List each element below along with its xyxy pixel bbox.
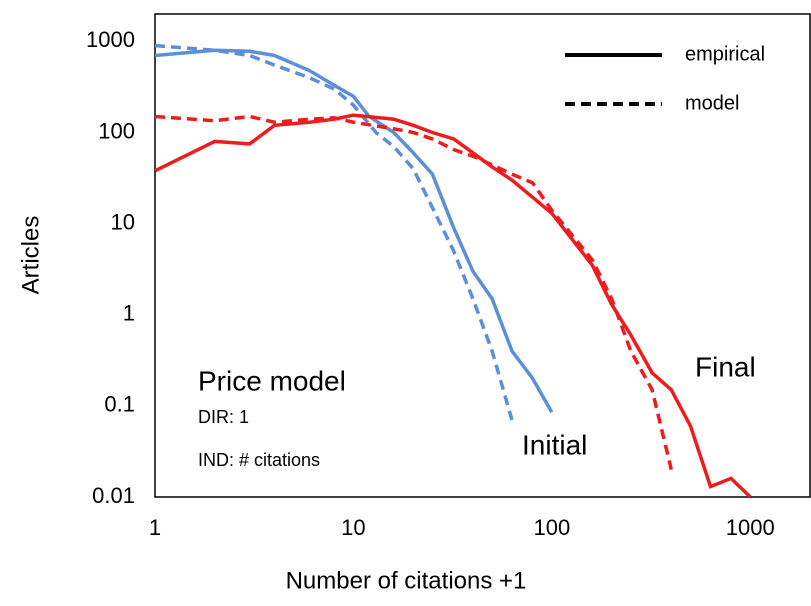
y-tick-label: 1 [123,301,135,326]
y-tick-label: 0.01 [92,483,135,508]
x-tick-label: 1000 [726,515,775,540]
annotation: Initial [522,429,587,460]
plot-lines [155,43,752,497]
annotation: IND: # citations [198,450,320,470]
y-tick-label: 0.1 [104,392,135,417]
y-axis-label: Articles [17,216,44,295]
y-tick-label: 10 [111,209,135,234]
y-tick-label: 100 [98,118,135,143]
annotation: Price model [198,365,346,396]
plot-frame [154,13,811,498]
y-tick-label: 1000 [86,27,135,52]
series-line [155,114,674,471]
annotation: DIR: 1 [198,407,249,427]
x-tick-label: 100 [533,515,570,540]
legend-label: empirical [685,43,765,65]
x-tick-label: 1 [149,515,161,540]
series-line [155,43,514,421]
x-axis-label: Number of citations +1 [286,567,527,594]
annotation: Final [695,351,756,382]
legend-label: model [685,92,739,114]
series-line [155,113,752,497]
x-tick-label: 10 [341,515,365,540]
series-line [155,48,554,414]
